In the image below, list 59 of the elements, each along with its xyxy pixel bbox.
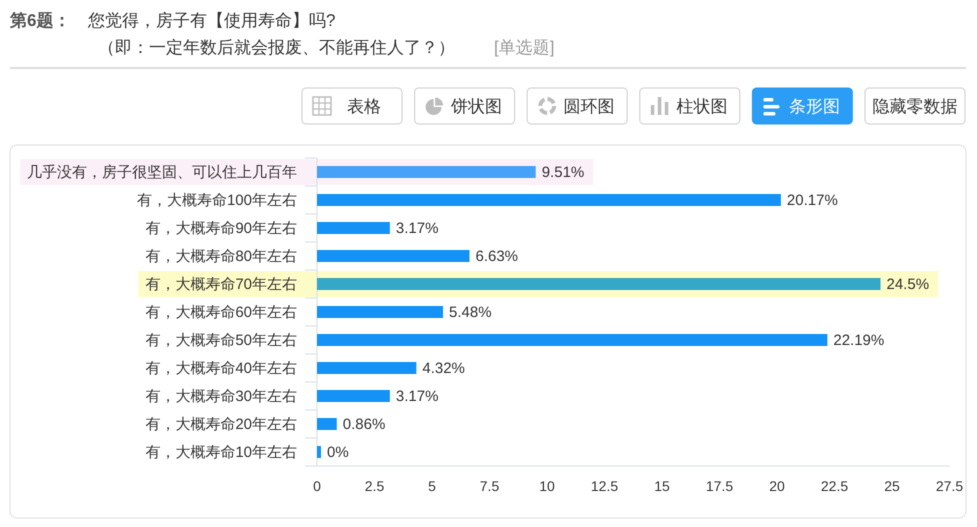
x-tick-label: 20 xyxy=(769,478,785,494)
bar xyxy=(317,250,470,262)
y-tick-label: 有，大概寿命50年左右 xyxy=(145,332,297,349)
x-tick-label: 7.5 xyxy=(480,478,500,494)
text: 第6题： xyxy=(9,11,70,30)
x-tick-label: 12.5 xyxy=(590,478,618,494)
data-label: 6.63% xyxy=(475,248,518,265)
x-tick-label: 0 xyxy=(313,478,322,494)
x-tick-label: 10 xyxy=(539,478,555,494)
data-label: 22.19% xyxy=(833,332,884,349)
text: 条形图 xyxy=(788,97,840,116)
y-tick-label: 有，大概寿命10年左右 xyxy=(145,444,297,461)
bar xyxy=(317,222,390,234)
x-tick-label: 2.5 xyxy=(364,478,384,494)
data-label: 3.17% xyxy=(396,388,438,405)
button[interactable] xyxy=(302,88,402,124)
x-tick-label: 25 xyxy=(884,478,900,494)
button[interactable] xyxy=(639,88,740,124)
data-label: 3.17% xyxy=(396,220,438,237)
chart-title: 您觉得，房子有【使用寿命】吗? xyxy=(87,11,336,30)
x-tick-label: 5 xyxy=(428,478,436,494)
bar xyxy=(317,194,781,206)
x-tick-label: 17.5 xyxy=(706,478,734,494)
bar xyxy=(317,306,444,318)
y-tick-label: 有，大概寿命90年左右 xyxy=(145,220,297,237)
data-label: 20.17% xyxy=(786,192,838,209)
text: 隐藏零数据 xyxy=(872,97,958,116)
x-tick-label: 27.5 xyxy=(936,478,964,494)
y-tick-label: 有，大概寿命80年左右 xyxy=(145,248,297,265)
y-tick-label: 有，大概寿命20年左右 xyxy=(145,416,297,433)
x-tick-label: 22.5 xyxy=(820,478,848,494)
y-tick-label: 有，大概寿命60年左右 xyxy=(145,304,297,321)
bar xyxy=(317,418,337,430)
text: 柱状图 xyxy=(676,97,728,116)
button[interactable] xyxy=(864,88,966,124)
y-tick-label: 有，大概寿命70年左右 xyxy=(145,276,297,293)
bar xyxy=(317,362,416,374)
bar xyxy=(317,278,880,290)
y-tick-label: 有，大概寿命30年左右 xyxy=(145,388,297,405)
bar xyxy=(317,390,390,402)
text: [单选题] xyxy=(494,38,554,57)
data-label: 5.48% xyxy=(449,304,492,321)
bar xyxy=(317,166,536,178)
y-tick-label: 有，大概寿命40年左右 xyxy=(145,360,297,377)
data-label: 9.51% xyxy=(542,164,584,181)
text: 表格 xyxy=(347,97,381,116)
button[interactable] xyxy=(526,88,628,124)
data-label: 4.32% xyxy=(422,360,465,377)
data-label: 0% xyxy=(327,444,349,461)
y-tick-label: 几乎没有，房子很坚固、可以住上几百年 xyxy=(27,164,297,181)
x-tick-label: 15 xyxy=(654,478,670,494)
chart-subtitle: （即：一定年数后就会报废、不能再住人了？） xyxy=(98,38,455,57)
data-label: 24.5% xyxy=(886,276,930,293)
text: 饼状图 xyxy=(450,97,502,116)
y-tick-label: 有，大概寿命100年左右 xyxy=(136,192,297,209)
data-label: 0.86% xyxy=(342,416,386,433)
text: 圆环图 xyxy=(564,97,615,116)
bar xyxy=(317,334,828,346)
button[interactable] xyxy=(414,88,516,124)
